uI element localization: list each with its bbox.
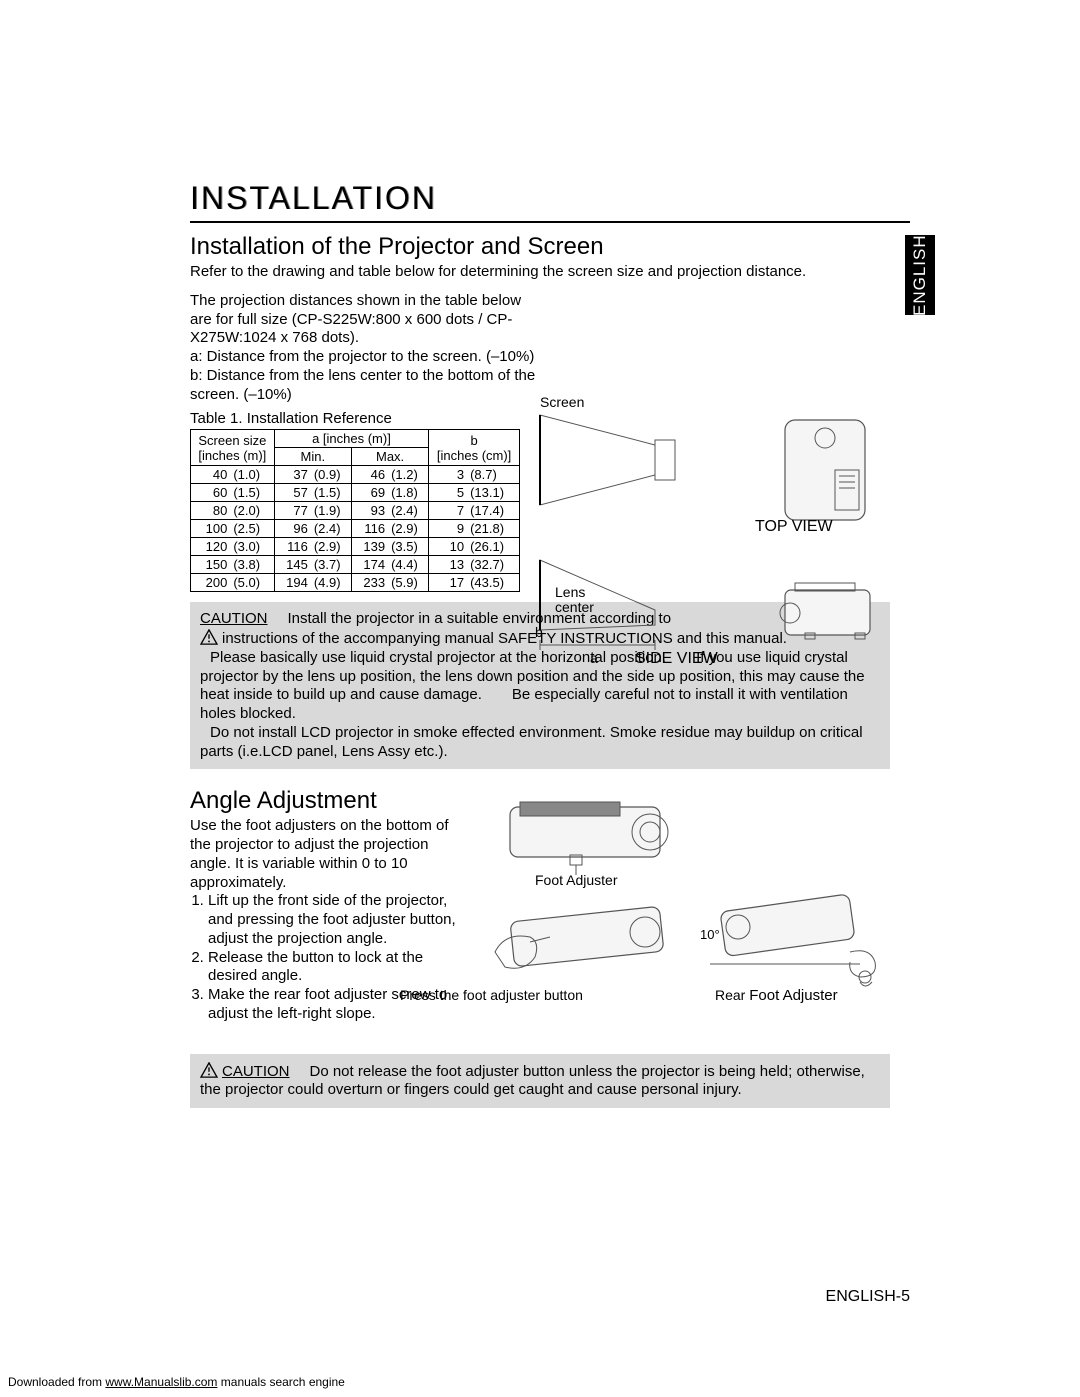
table-row: 100(2.5)96(2.4)116(2.9)9(21.8) bbox=[191, 520, 520, 538]
a-label: a bbox=[590, 650, 598, 666]
angle-adjustment-section: Angle Adjustment Use the foot adjusters … bbox=[190, 787, 890, 1023]
caution1-p3: Do not install LCD projector in smoke ef… bbox=[200, 724, 863, 760]
definition-b: b: Distance from the lens center to the … bbox=[190, 367, 540, 405]
table-row: 120(3.0)116(2.9)139(3.5)10(26.1) bbox=[191, 538, 520, 556]
caution2-text: Do not release the foot adjuster button … bbox=[200, 1063, 865, 1099]
rear-foot-diagram bbox=[710, 892, 890, 992]
definition-a: a: Distance from the projector to the sc… bbox=[190, 348, 540, 367]
caution-box-2: CAUTIONDo not release the foot adjuster … bbox=[190, 1054, 890, 1109]
screen-label: Screen bbox=[540, 394, 584, 410]
warning-icon bbox=[200, 1062, 218, 1078]
side-view-label: SIDE VIEW bbox=[635, 650, 718, 668]
section1-intro: Refer to the drawing and table below for… bbox=[190, 263, 910, 282]
angle-steps: Lift up the front side of the projector,… bbox=[190, 892, 470, 1023]
angle-intro: Use the foot adjusters on the bottom of … bbox=[190, 817, 470, 892]
page-title: INSTALLATION bbox=[190, 180, 910, 223]
download-source-line: Downloaded from www.Manualslib.com manua… bbox=[8, 1375, 345, 1389]
warning-icon bbox=[200, 629, 218, 645]
section-title-installation: Installation of the Projector and Screen bbox=[190, 233, 910, 261]
page-number: ENGLISH-5 bbox=[826, 1288, 910, 1306]
foot-adjuster-diagram bbox=[490, 797, 690, 877]
installation-reference-table: Screen size[inches (m)]a [inches (m)]b[i… bbox=[190, 429, 520, 592]
table-row: 80(2.0)77(1.9)93(2.4)7(17.4) bbox=[191, 502, 520, 520]
caution-word-1: CAUTION bbox=[200, 610, 268, 627]
angle-diagrams: Foot Adjuster 10° Press the foot adjuste… bbox=[480, 797, 890, 997]
table-row: 60(1.5)57(1.5)69(1.8)5(13.1) bbox=[191, 484, 520, 502]
caution-word-2: CAUTION bbox=[222, 1063, 290, 1080]
angle-step-1: Lift up the front side of the projector,… bbox=[208, 892, 470, 948]
caution1-p2c: Be especially careful not to install it … bbox=[200, 686, 848, 722]
press-button-diagram bbox=[480, 902, 680, 992]
projection-note: The projection distances shown in the ta… bbox=[190, 292, 540, 348]
dl-prefix: Downloaded from bbox=[8, 1375, 105, 1389]
manualslib-link[interactable]: www.Manualslib.com bbox=[105, 1375, 217, 1389]
rear-foot-label: Rear Foot Adjuster bbox=[715, 987, 838, 1004]
press-button-label: Press the foot adjuster button bbox=[400, 987, 583, 1003]
angle-step-2: Release the button to lock at the desire… bbox=[208, 949, 470, 987]
section1-body: The projection distances shown in the ta… bbox=[190, 292, 910, 593]
table-row: 150(3.8)145(3.7)174(4.4)13(32.7) bbox=[191, 556, 520, 574]
dl-suffix: manuals search engine bbox=[217, 1375, 344, 1389]
section1-left-column: The projection distances shown in the ta… bbox=[190, 292, 540, 593]
table-caption: Table 1. Installation Reference bbox=[190, 410, 540, 427]
b-label: b bbox=[535, 624, 543, 640]
lens-center-label: Lens center bbox=[555, 585, 599, 616]
lens-center-text: Lens center bbox=[555, 585, 599, 616]
top-view-label: TOP VIEW bbox=[755, 518, 833, 536]
foot-adjuster-label: Foot Adjuster bbox=[535, 872, 618, 888]
table-row: 200(5.0)194(4.9)233(5.9)17(43.5) bbox=[191, 574, 520, 592]
installation-diagrams: Screen TOP VIEW bbox=[535, 400, 875, 680]
manual-page: ENGLISH INSTALLATION Installation of the… bbox=[190, 180, 910, 1126]
table-row: 40(1.0)37(0.9)46(1.2)3(8.7) bbox=[191, 466, 520, 484]
